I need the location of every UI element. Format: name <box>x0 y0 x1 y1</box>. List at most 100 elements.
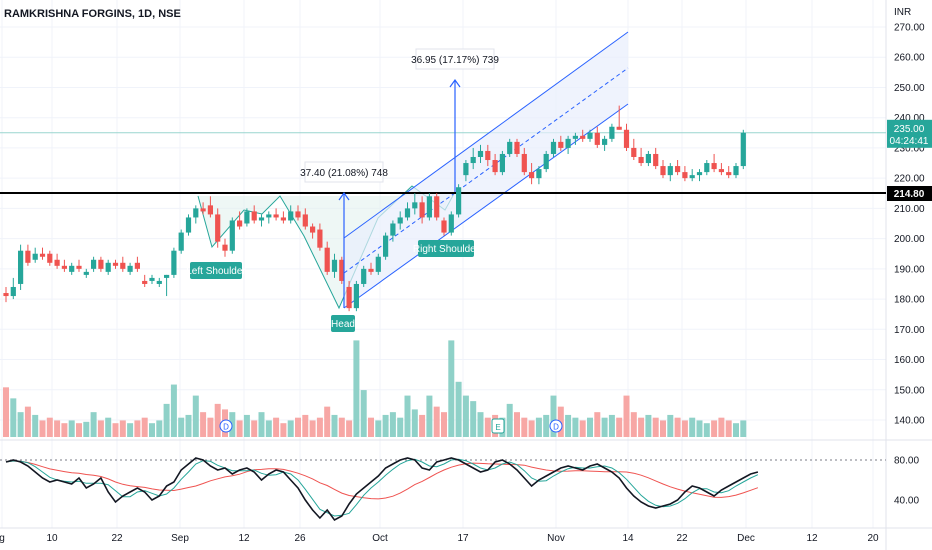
neckline-value: 214.80 <box>894 189 925 200</box>
volume-bar <box>287 420 294 437</box>
volume-bar <box>397 417 404 437</box>
volume-bar <box>32 414 39 437</box>
candle-body <box>69 265 75 272</box>
measure-label-1: 37.40 (21.08%) 748 <box>300 168 388 179</box>
candle-body <box>521 153 527 173</box>
candle-body <box>375 256 381 272</box>
candle-body <box>134 262 140 269</box>
stoch-slow-line <box>5 460 759 500</box>
volume-bar <box>17 412 24 437</box>
volume-bar <box>185 414 192 437</box>
volume-bar <box>149 423 155 437</box>
measure-label-1-arrowhead <box>338 191 350 201</box>
dividend-marker <box>219 419 233 433</box>
volume-bar <box>295 417 301 437</box>
volume-bar <box>360 390 367 437</box>
volume-bar <box>112 423 119 437</box>
candle-body <box>171 250 177 275</box>
left-shoulder-label-bg <box>190 262 242 279</box>
candle-body <box>142 280 148 284</box>
candle-body <box>288 211 294 221</box>
time-tick-label: 22 <box>111 533 123 544</box>
candle-body <box>441 220 447 233</box>
volume-bars <box>3 340 747 437</box>
candle-body <box>164 274 170 278</box>
candle-body <box>638 156 644 164</box>
volume-bar <box>404 395 411 437</box>
volume-bar <box>273 417 280 437</box>
candle-body <box>689 175 695 179</box>
volume-bar <box>265 420 272 437</box>
candle-body <box>10 286 16 297</box>
candle-body <box>704 163 710 173</box>
candle-body <box>550 141 557 154</box>
candle-body <box>47 253 53 263</box>
volume-bar <box>550 395 557 437</box>
volume-bar <box>645 414 652 437</box>
candle-body <box>660 166 666 176</box>
candle-body <box>645 153 651 164</box>
candle-body <box>112 262 119 266</box>
candle-body <box>470 156 476 164</box>
candle-body <box>361 268 367 284</box>
time-tick-label: 12 <box>806 533 818 544</box>
time-tick-label: Dec <box>737 533 755 544</box>
volume-bar <box>587 417 593 437</box>
volume-bar <box>170 384 177 437</box>
volume-bar <box>368 417 374 437</box>
channel-upper-line <box>343 31 629 239</box>
candle-body <box>39 253 46 257</box>
candle-body <box>120 262 126 269</box>
volume-bar <box>316 417 323 437</box>
channel-mid-line <box>343 67 629 274</box>
volume-bar <box>616 417 623 437</box>
volume-bar <box>681 420 688 437</box>
candle-body <box>426 196 432 218</box>
volume-bar <box>141 417 148 437</box>
candle-countdown: 04:24:41 <box>890 136 929 147</box>
volume-bar <box>565 414 572 437</box>
candle-body <box>390 223 396 236</box>
volume-bar <box>506 403 513 437</box>
earnings-marker <box>491 418 505 434</box>
pattern-fill <box>198 186 448 308</box>
candle-body <box>346 286 352 309</box>
dividend-marker-letter: D <box>223 423 229 432</box>
right-shoulder-label: Right Shoulder <box>413 244 480 255</box>
candle-body <box>718 169 724 173</box>
current-price-value: 235.00 <box>894 124 925 135</box>
right-shoulder-label-bg <box>418 240 474 257</box>
candle-body <box>477 150 484 157</box>
volume-bar <box>375 420 382 437</box>
volume-bar <box>543 414 550 437</box>
candle-body <box>543 153 549 170</box>
measure-label-2: 36.95 (17.17%) 739 <box>411 55 499 66</box>
volume-bar <box>105 417 112 437</box>
volume-bar <box>470 401 477 437</box>
volume-bar <box>594 412 601 437</box>
volume-bar <box>214 403 221 437</box>
volume-bar <box>638 417 645 437</box>
measure-label-2-box <box>415 48 495 70</box>
candle-body <box>156 280 162 284</box>
volume-bar <box>54 420 61 437</box>
current-price-badge <box>887 119 932 148</box>
price-tick-label: 220.00 <box>894 174 925 185</box>
price-tick-label: 260.00 <box>894 53 925 64</box>
volume-bar <box>90 412 97 437</box>
candle-body <box>675 166 681 173</box>
volume-bar <box>163 403 170 437</box>
time-tick-label: Oct <box>372 533 388 544</box>
candle-body <box>499 153 505 173</box>
annotations: Left Shoulder Head Right Shoulder 37.40 (21… <box>186 48 563 434</box>
channel-layer <box>0 31 886 310</box>
candle-body <box>492 160 498 173</box>
price-tick-label: 160.00 <box>894 355 925 366</box>
volume-bar <box>535 417 542 437</box>
volume-bar <box>623 395 630 437</box>
volume-bar <box>353 340 360 437</box>
volume-bar <box>251 420 258 437</box>
candle-body <box>3 293 9 297</box>
time-tick-label: g <box>0 533 5 544</box>
chart-title: RAMKRISHNA FORGINS, 1D, NSE <box>4 8 181 20</box>
